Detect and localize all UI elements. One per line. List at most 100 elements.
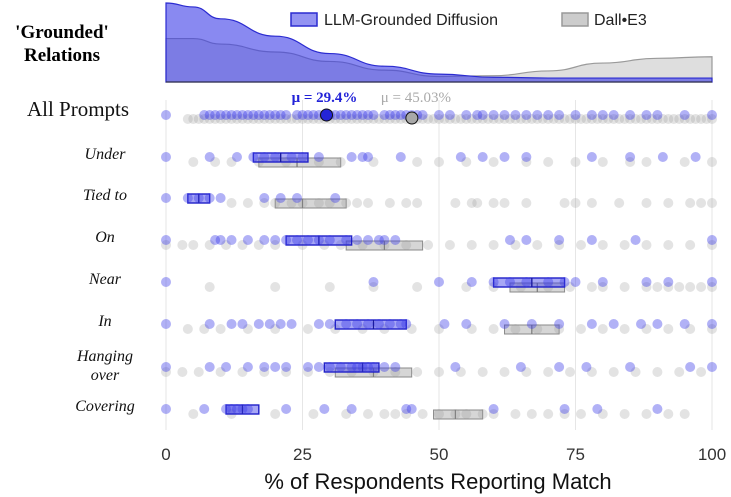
point-llm <box>231 404 242 414</box>
point-llm <box>346 404 357 414</box>
point-llm <box>281 404 292 414</box>
point-dalle <box>472 198 483 208</box>
legend-label-llm: LLM-Grounded Diffusion <box>324 12 498 29</box>
point-dalle <box>259 198 270 208</box>
point-llm <box>204 152 215 162</box>
point-dalle <box>586 367 597 377</box>
point-dalle <box>253 240 264 250</box>
point-llm <box>417 110 428 120</box>
point-dalle <box>488 240 499 250</box>
point-dalle <box>641 157 652 167</box>
point-llm <box>444 110 455 120</box>
point-llm <box>275 319 286 329</box>
point-dalle <box>559 198 570 208</box>
point-dalle <box>292 114 303 124</box>
row-label: All Prompts <box>27 97 129 121</box>
point-dalle <box>188 240 199 250</box>
point-llm <box>504 235 515 245</box>
point-llm <box>586 235 597 245</box>
point-llm <box>450 362 461 372</box>
point-llm <box>286 319 297 329</box>
point-llm <box>363 152 374 162</box>
point-llm <box>226 110 237 120</box>
point-dalle <box>466 198 477 208</box>
point-llm <box>324 362 335 372</box>
row-label: Tied to <box>83 187 127 204</box>
point-dalle <box>575 240 586 250</box>
point-dalle <box>363 114 374 124</box>
point-dalle <box>477 367 488 377</box>
point-llm <box>685 362 696 372</box>
point-dalle <box>663 409 674 419</box>
point-llm <box>335 362 346 372</box>
point-llm <box>341 110 352 120</box>
point-llm <box>231 152 242 162</box>
point-dalle <box>210 157 221 167</box>
point-dalle <box>679 157 690 167</box>
point-llm <box>434 110 444 120</box>
point-llm <box>199 404 210 414</box>
point-llm <box>395 110 406 120</box>
point-llm <box>439 319 450 329</box>
point-dalle <box>466 240 477 250</box>
row-label: On <box>95 229 115 246</box>
point-dalle <box>204 240 215 250</box>
iqr-box-dalle <box>433 409 484 420</box>
point-llm <box>586 110 597 120</box>
point-dalle <box>450 114 461 124</box>
point-llm <box>210 110 221 120</box>
point-dalle <box>701 114 712 124</box>
point-dalle <box>597 114 608 124</box>
point-dalle <box>270 324 281 334</box>
point-llm <box>390 110 401 120</box>
point-dalle <box>674 367 685 377</box>
point-llm <box>707 277 717 287</box>
point-dalle <box>521 367 532 377</box>
point-llm <box>341 319 352 329</box>
point-dalle <box>231 114 242 124</box>
point-llm <box>554 110 565 120</box>
point-dalle <box>226 198 237 208</box>
row-labels: All Prompts Under Tied to On Near In Hanging ov… <box>27 97 135 415</box>
point-llm <box>597 277 608 287</box>
point-llm <box>707 110 717 120</box>
point-dalle <box>423 114 434 124</box>
point-llm <box>253 319 264 329</box>
point-dalle <box>696 282 707 292</box>
point-dalle <box>537 114 548 124</box>
point-dalle <box>586 198 597 208</box>
point-llm <box>215 193 226 203</box>
point-dalle <box>335 114 346 124</box>
point-llm <box>390 362 401 372</box>
point-dalle <box>603 114 614 124</box>
point-llm <box>379 362 390 372</box>
point-llm <box>221 362 232 372</box>
point-llm <box>521 277 532 287</box>
point-llm <box>313 362 324 372</box>
point-dalle <box>204 114 215 124</box>
point-dalle <box>586 114 597 124</box>
row-near <box>161 277 717 293</box>
point-llm <box>652 404 663 414</box>
point-dalle <box>363 409 374 419</box>
point-dalle <box>193 367 204 377</box>
point-dalle <box>488 114 499 124</box>
point-dalle <box>324 282 335 292</box>
point-dalle <box>379 114 390 124</box>
point-llm <box>373 235 384 245</box>
point-dalle <box>177 367 188 377</box>
point-dalle <box>685 240 696 250</box>
point-dalle <box>510 409 521 419</box>
point-llm <box>357 152 368 162</box>
point-dalle <box>565 282 576 292</box>
point-dalle <box>461 282 472 292</box>
point-llm <box>373 319 384 329</box>
point-dalle <box>324 198 335 208</box>
row-label: Under <box>85 146 127 163</box>
point-llm <box>477 110 488 120</box>
point-dalle <box>412 157 423 167</box>
point-llm <box>193 193 204 203</box>
point-dalle <box>559 114 570 124</box>
point-llm <box>161 152 171 162</box>
point-dalle <box>259 114 270 124</box>
